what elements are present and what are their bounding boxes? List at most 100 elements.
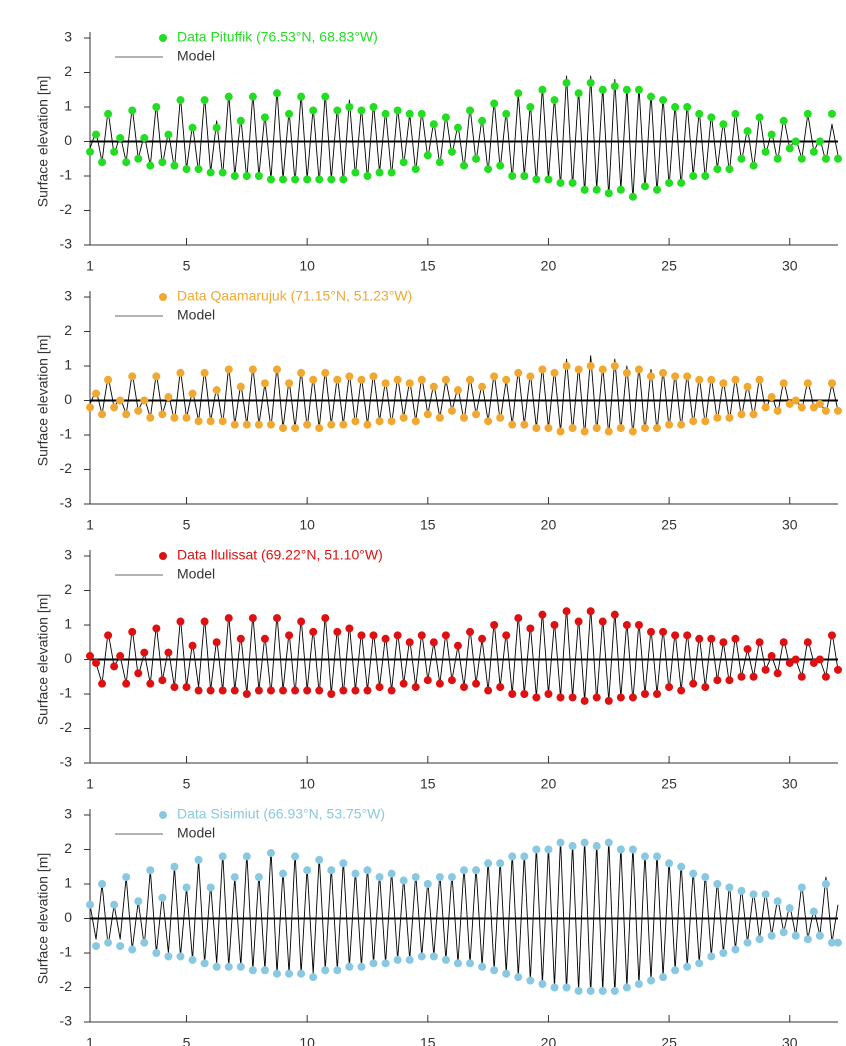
data-point [671, 372, 680, 381]
data-point [520, 172, 529, 180]
data-point [815, 399, 824, 408]
data-point [200, 96, 209, 105]
data-point [550, 368, 559, 377]
data-point [610, 986, 619, 995]
data-point [677, 178, 686, 187]
data-point [484, 859, 493, 868]
x-tick-label: 20 [541, 1035, 557, 1046]
data-point [532, 424, 541, 433]
data-point [441, 113, 450, 122]
data-point [321, 92, 330, 101]
data-point [490, 372, 499, 381]
data-point [779, 928, 788, 937]
data-point [574, 365, 583, 374]
data-point [803, 379, 812, 388]
data-point [363, 686, 372, 695]
data-point [502, 969, 511, 978]
data-point [749, 672, 758, 681]
data-point [375, 168, 384, 177]
data-point [514, 89, 523, 98]
y-tick-label: -2 [60, 719, 73, 735]
data-point [653, 424, 662, 433]
data-point [834, 938, 842, 947]
data-point [182, 413, 191, 422]
data-point [556, 427, 565, 436]
data-point [447, 676, 456, 685]
data-point [538, 85, 547, 94]
x-tick-label: 20 [541, 517, 557, 533]
data-point [309, 627, 318, 636]
data-point [749, 410, 758, 419]
data-point [453, 641, 462, 650]
data-point [128, 945, 137, 954]
data-point [713, 413, 722, 422]
data-point [827, 109, 836, 118]
model-line [89, 355, 839, 436]
data-point [273, 89, 281, 98]
data-point [266, 848, 275, 857]
data-point [767, 931, 776, 940]
data-point [116, 942, 125, 951]
x-tick-label: 15 [420, 517, 436, 533]
data-point [749, 890, 758, 899]
data-point [671, 966, 680, 975]
y-axis-label: Surface elevation [m] [35, 853, 51, 985]
data-point [146, 161, 155, 170]
data-point [803, 935, 812, 944]
data-point [116, 652, 125, 661]
data-point [562, 78, 571, 87]
data-point [399, 413, 408, 422]
y-tick-label: 2 [64, 840, 72, 856]
x-tick-label: 1 [86, 776, 94, 792]
data-point [634, 365, 643, 374]
data-point [683, 103, 692, 111]
data-point [297, 969, 306, 978]
data-point [357, 631, 366, 640]
data-point [532, 845, 541, 854]
data-point [653, 185, 662, 194]
data-point [821, 880, 830, 888]
data-point [182, 883, 191, 892]
data-point [122, 158, 131, 167]
data-point [116, 396, 125, 405]
data-point [393, 106, 402, 115]
x-tick-label: 10 [299, 776, 315, 792]
data-point [110, 403, 119, 412]
data-point [435, 158, 444, 167]
data-point [508, 420, 517, 429]
data-point [321, 614, 330, 623]
data-point [821, 154, 830, 163]
data-point [327, 175, 336, 184]
data-point [423, 410, 432, 419]
data-point [490, 966, 499, 975]
data-point [659, 368, 668, 377]
data-point [273, 614, 281, 623]
data-point [659, 973, 668, 982]
data-point [188, 955, 197, 964]
data-point [743, 127, 752, 136]
y-tick-label: -3 [60, 754, 73, 770]
data-point [809, 403, 818, 412]
data-point [375, 683, 384, 692]
data-point [821, 406, 830, 415]
data-point [285, 969, 294, 978]
data-point [110, 662, 119, 671]
data-point [86, 147, 94, 156]
data-point [369, 631, 378, 640]
data-point [628, 427, 637, 436]
data-point [797, 154, 806, 163]
data-point [206, 168, 215, 177]
data-point [435, 873, 444, 882]
data-point [146, 413, 155, 422]
data-point [556, 838, 565, 847]
data-point [568, 424, 577, 433]
data-point [496, 683, 505, 692]
data-point [502, 631, 511, 640]
data-point [592, 185, 601, 194]
data-point [248, 365, 257, 374]
data-point [484, 686, 493, 695]
data-point [447, 406, 456, 415]
data-point [604, 838, 613, 847]
data-point [351, 168, 360, 177]
